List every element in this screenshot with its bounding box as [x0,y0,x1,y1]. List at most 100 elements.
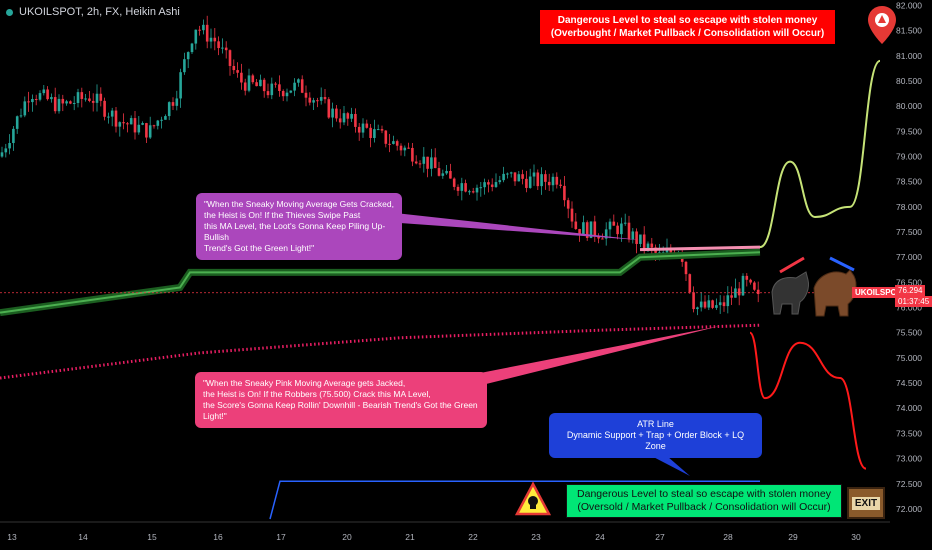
candle-body [312,100,315,103]
candle-body [536,172,540,187]
candle-body [42,89,46,94]
candle-body [205,24,209,42]
x-tick-label: 27 [655,532,665,542]
candle-body [585,222,589,238]
candle-body [464,183,467,192]
y-tick-label: 75.500 [896,328,922,338]
candle-body [110,110,114,117]
candle-body [262,79,266,92]
candle-body [422,156,426,164]
candle-body [95,93,99,103]
candle-body [61,98,65,104]
candle-body [616,225,619,235]
candle-body [46,89,49,100]
candle-body [357,126,361,133]
x-tick-label: 13 [7,532,17,542]
y-axis-bg [890,0,932,550]
candle-body [407,147,410,149]
candle-body [479,187,483,189]
candle-body [547,181,551,186]
y-tick-label: 72.500 [896,479,922,489]
candle-body [99,93,103,101]
y-tick-label: 82.000 [896,1,922,11]
candle-body [84,98,87,100]
candle-body [12,128,15,144]
candle-body [354,113,357,127]
exit-sign: EXIT [847,487,885,519]
candle-body [126,123,129,125]
candle-body [540,174,543,187]
y-tick-label: 76.000 [896,303,922,313]
candle-body [430,157,433,169]
candle-body [65,101,68,104]
candle-body [521,174,524,179]
candle-body [551,176,555,186]
bottom-danger-label: Dangerous Level to steal so escape with … [566,484,842,518]
candle-body [297,79,300,83]
candle-body [487,182,490,185]
candle-body [646,243,650,249]
candle-body [532,172,536,177]
candle-body [129,118,133,125]
candle-body [183,59,186,73]
candle-body [167,102,171,117]
candle-body [300,79,304,93]
candle-body [57,98,61,112]
candle-body [756,289,760,295]
warning-skull-icon [514,481,552,516]
y-tick-label: 78.500 [896,177,922,187]
candle-body [456,186,460,191]
candle-body [243,82,247,91]
candle-body [517,174,521,182]
candle-body [285,92,289,97]
y-tick-label: 74.500 [896,378,922,388]
candle-body [582,222,585,235]
chart-header: UKOILSPOT, 2h, FX, Heikin Ashi [6,6,180,18]
candle-body [688,274,692,293]
candle-body [190,43,194,53]
candle-body [259,79,262,87]
candle-body [19,115,23,117]
candle-body [395,141,399,146]
candle-body [145,123,148,138]
candle-body [293,82,296,91]
candle-body [506,173,509,175]
candle-body [566,200,570,209]
candle-body [604,229,608,239]
exit-label: EXIT [851,496,881,510]
candle-body [490,184,494,187]
candle-body [483,182,486,188]
bar-timer-tag: 01:37:45 [895,296,932,307]
candle-body [380,129,384,131]
candle-body [452,178,456,187]
candle-body [103,100,106,117]
candle-body [608,221,612,230]
candle-body [209,37,213,42]
candle-body [255,82,258,87]
candle-body [449,170,452,179]
candle-body [232,65,236,71]
candle-body [0,152,4,157]
candle-body [703,301,707,308]
candle-body [718,302,722,306]
candle-body [15,116,19,129]
candle-body [612,221,616,226]
y-tick-label: 79.500 [896,126,922,136]
candle-body [384,130,388,144]
candle-body [72,102,76,104]
candle-body [620,223,623,235]
bull-bear-icon [771,256,857,317]
ma-green-line [0,251,761,314]
candle-body [31,98,34,103]
candle-body [122,122,125,124]
y-tick-label: 78.000 [896,202,922,212]
candle-body [23,101,27,116]
candle-body [4,148,8,153]
candle-body [274,83,277,85]
x-tick-label: 14 [78,532,88,542]
candle-body [658,252,661,254]
candle-body [224,47,228,51]
candle-body [342,113,346,123]
candle-body [217,41,220,49]
